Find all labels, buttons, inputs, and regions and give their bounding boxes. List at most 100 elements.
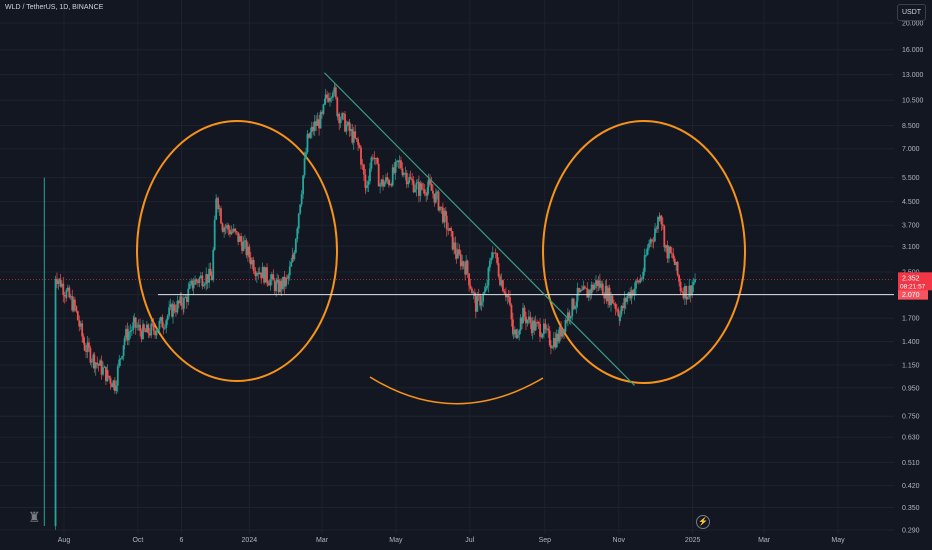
candle-body xyxy=(173,304,176,312)
candle-body xyxy=(293,252,296,259)
x-tick-label: Oct xyxy=(132,537,143,544)
candle-body xyxy=(269,278,272,286)
candle-body xyxy=(275,282,278,292)
candle-body xyxy=(610,295,612,306)
candle-body xyxy=(134,317,137,328)
candle-body xyxy=(388,183,391,185)
symbol-title[interactable]: WLD / TetherUS, 1D, BINANCE xyxy=(5,4,104,11)
candle-body xyxy=(205,274,208,285)
candle-body xyxy=(180,296,183,306)
candle-body xyxy=(451,231,454,250)
candle-body xyxy=(533,320,536,331)
candle-body xyxy=(65,290,68,298)
candle-body xyxy=(344,114,346,132)
candle-body xyxy=(512,333,515,335)
candle-body xyxy=(526,319,529,324)
candle-body xyxy=(78,320,81,327)
candle-body xyxy=(564,320,567,332)
candle-body xyxy=(230,231,233,235)
tradingview-logo-icon[interactable]: ♜ xyxy=(28,509,41,525)
candle-body xyxy=(150,323,153,336)
candle-body xyxy=(566,320,568,322)
candle-body xyxy=(448,228,451,231)
candle-body xyxy=(194,279,196,285)
candle-body xyxy=(299,204,302,214)
candle-body xyxy=(83,342,86,351)
support-price-label xyxy=(898,289,928,300)
candle-body xyxy=(504,293,507,298)
candle-body xyxy=(414,189,416,193)
candle-body xyxy=(422,188,425,190)
lightning-icon[interactable]: ⚡ xyxy=(696,515,710,529)
chart-grid xyxy=(0,0,894,534)
candle-body xyxy=(324,94,327,99)
y-tick-label: 0.290 xyxy=(902,528,920,535)
currency-button[interactable]: USDT xyxy=(897,4,926,21)
candle-body xyxy=(280,280,283,290)
candle-body xyxy=(642,271,645,280)
candle-body xyxy=(203,284,206,286)
candle-body xyxy=(252,259,255,272)
candle-body xyxy=(111,383,113,388)
candle-body xyxy=(596,280,598,287)
candle-body xyxy=(623,298,626,309)
candle-body xyxy=(220,208,222,224)
candle-body xyxy=(575,301,578,307)
candle-body xyxy=(453,242,455,250)
candle-body xyxy=(593,284,596,290)
candle-body xyxy=(272,274,275,281)
candle-body xyxy=(184,296,187,298)
candle-body xyxy=(82,336,85,343)
candle-body xyxy=(423,189,426,194)
candle-body xyxy=(99,360,101,366)
candle-body xyxy=(555,333,558,348)
candle-body xyxy=(226,225,228,228)
candle-body xyxy=(215,199,218,220)
x-tick-label: May xyxy=(831,537,845,544)
candle-body xyxy=(545,328,548,330)
candle-body xyxy=(617,309,620,316)
candle-body xyxy=(539,323,541,337)
candle-body xyxy=(407,182,410,185)
candle-body xyxy=(364,187,367,189)
candle-body xyxy=(620,305,623,315)
x-tick-label: Jul xyxy=(465,537,474,544)
x-tick-label: Aug xyxy=(58,537,71,544)
candle-body xyxy=(686,297,689,300)
candle-body xyxy=(119,358,122,360)
candle-body xyxy=(675,261,678,266)
candle-body xyxy=(185,296,188,303)
candle-body xyxy=(633,288,636,296)
candle-body xyxy=(72,299,75,311)
candle-body xyxy=(308,133,310,138)
candle-body xyxy=(506,295,509,298)
candle-body xyxy=(240,236,242,242)
candle-body xyxy=(579,289,582,293)
candle-body xyxy=(321,112,323,114)
candle-body xyxy=(502,280,504,292)
candle-body xyxy=(572,298,575,309)
candle-body xyxy=(257,272,260,275)
candle-body xyxy=(195,279,198,282)
candle-body xyxy=(183,297,185,309)
candle-body xyxy=(550,345,552,349)
candle-body xyxy=(179,296,182,304)
candle-body xyxy=(429,179,431,184)
candle-body xyxy=(57,280,60,284)
candle-body xyxy=(162,327,165,329)
candle-body xyxy=(145,324,148,333)
candle-body xyxy=(376,158,379,164)
candle-body xyxy=(126,328,129,341)
candle-body xyxy=(235,231,238,233)
candle-body xyxy=(116,366,119,386)
candle-body xyxy=(432,190,434,194)
candle-body xyxy=(385,177,387,183)
candle-body xyxy=(401,168,404,176)
candle-body xyxy=(334,87,337,98)
candle-body xyxy=(128,331,130,341)
candle-body xyxy=(379,184,382,187)
candle-body xyxy=(670,252,673,254)
candle-body xyxy=(598,280,601,288)
down-trendline[interactable] xyxy=(323,72,635,386)
